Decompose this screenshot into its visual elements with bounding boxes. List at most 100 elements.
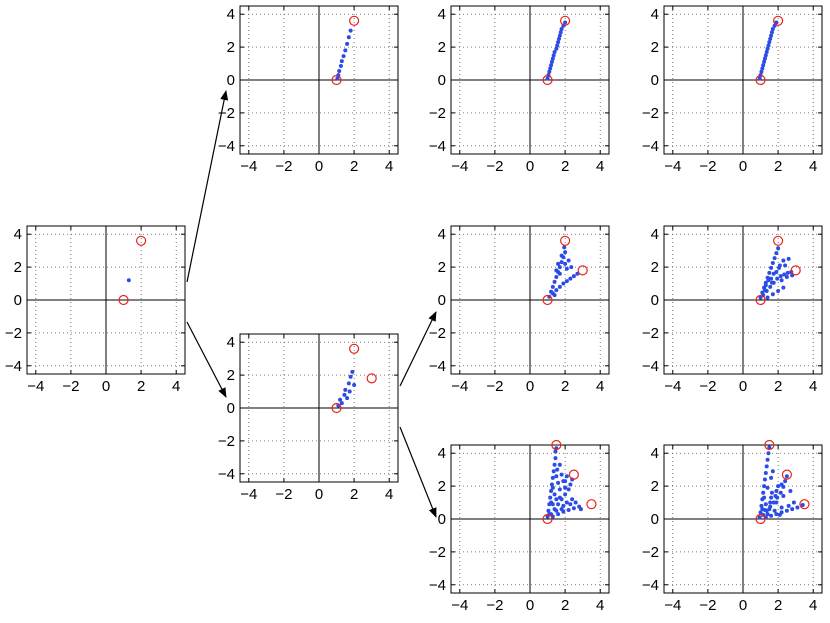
x-tick-label: 2 [774,378,782,395]
data-point [549,482,554,487]
data-point [772,256,777,261]
y-tick-label: −4 [642,358,659,375]
y-tick-label: 2 [227,39,235,56]
data-point [782,272,787,277]
x-tick-label: −4 [664,378,681,395]
target-circle [542,74,553,86]
panel-2: −4 −2 0 2 4 −4 −2 0 2 4 [218,333,399,503]
data-point [345,41,350,46]
data-point [777,512,782,517]
x-tick-label: −2 [275,486,292,503]
y-tick-label: 4 [227,334,235,351]
data-point [350,369,355,374]
target-circle [790,265,801,276]
data-point [556,502,561,507]
data-point [549,489,554,494]
data-point [774,20,779,25]
data-point [559,260,564,265]
target-circle [586,499,597,510]
data-point [557,462,562,467]
y-tick-label: 4 [651,445,659,462]
y-tick-label: −4 [218,466,235,483]
data-point [763,470,768,475]
data-point [757,515,762,520]
data-point [773,493,778,498]
data-point [342,392,347,397]
data-point [339,401,344,406]
data-point [564,500,569,505]
data-point [767,270,772,275]
data-point [563,479,568,484]
data-point [765,46,770,51]
data-point [343,387,348,392]
data-point [337,68,342,73]
x-tick-label: −4 [240,486,257,503]
x-tick-label: 2 [561,378,569,395]
y-tick-label: 4 [227,6,235,23]
target-circle [349,343,360,354]
data-point [775,276,780,281]
data-point [553,449,558,454]
x-tick-label: −4 [664,597,681,614]
data-point [759,69,764,74]
data-point [760,66,765,71]
x-tick-label: 4 [385,158,393,175]
data-point [800,503,805,508]
data-point [545,76,550,81]
x-tick-label: −2 [486,158,503,175]
data-point [550,485,555,490]
data-point [563,261,568,266]
data-point [776,288,781,293]
y-tick-label: −4 [642,577,659,594]
target-circle [773,15,784,26]
y-tick-label: 2 [651,39,659,56]
data-point [769,513,774,518]
data-point [550,284,555,289]
panel-4: −4 −2 0 2 4 −4 −2 0 2 4 [642,5,823,175]
data-point [348,28,353,33]
x-tick-label: 2 [350,158,358,175]
x-tick-label: 4 [809,158,817,175]
data-point [779,482,784,487]
data-point [352,382,357,387]
data-point [791,500,796,505]
data-point [767,40,772,45]
data-point [766,451,771,456]
panel-8: −4 −2 0 2 4 −4 −2 0 2 4 [642,439,823,614]
data-point [555,467,560,472]
arrows-layer [186,90,437,518]
data-point [569,265,574,270]
data-point [769,30,774,35]
y-tick-label: 2 [14,259,22,276]
x-tick-label: −4 [664,158,681,175]
data-point [573,500,578,505]
data-point [765,512,770,517]
data-point [551,53,556,58]
data-point [795,505,800,510]
data-point [769,265,774,270]
y-tick-label: 0 [438,72,446,89]
x-tick-label: −4 [27,378,44,395]
data-point [570,497,575,502]
data-point [346,35,351,40]
target-circle [560,15,571,26]
data-point [786,256,791,261]
data-point [769,33,774,38]
data-point [558,30,563,35]
data-point [768,36,773,41]
data-point [547,69,552,74]
data-point [764,50,769,55]
y-tick-label: −2 [642,325,659,342]
data-point [564,474,569,479]
data-point [550,475,555,480]
data-point [559,253,564,258]
data-point [762,56,767,61]
data-point [552,293,557,298]
data-point [548,66,553,71]
data-point [762,484,767,489]
y-tick-label: −2 [5,325,22,342]
target-circle [542,294,553,306]
data-point [557,265,562,270]
data-point [774,251,779,256]
